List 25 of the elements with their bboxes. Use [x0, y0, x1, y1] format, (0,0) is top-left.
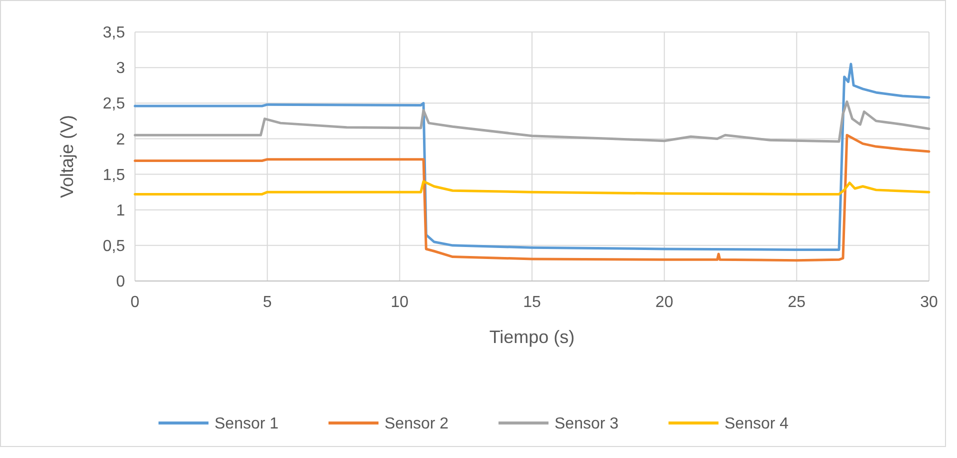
y-tick-label: 0 [116, 274, 126, 291]
line-series [134, 100, 930, 143]
x-tick-label: 30 [920, 294, 938, 311]
y-tick-label: 3,5 [102, 24, 126, 42]
x-tick-label: 10 [390, 294, 409, 311]
y-tick-label: 1,5 [102, 166, 126, 184]
x-axis-title: Tiempo (s) [489, 327, 575, 347]
x-tick-label: 25 [788, 294, 806, 311]
y-tick-label: 2,5 [102, 96, 126, 113]
y-tick-label: 2 [116, 131, 126, 148]
x-tick-label: 15 [523, 294, 541, 311]
legend-label: Sensor 3 [554, 416, 619, 433]
y-tick-label: 1 [116, 202, 126, 220]
y-tick-label: 3 [116, 60, 126, 78]
legend-label: Sensor 1 [214, 416, 279, 433]
x-tick-label: 5 [262, 294, 272, 311]
y-axis-title: Voltaje (V) [57, 114, 77, 198]
x-tick-label: 20 [655, 294, 674, 311]
legend-label: Sensor 2 [384, 416, 449, 433]
line-series [134, 62, 930, 251]
line-series [134, 180, 930, 196]
y-tick-label: 0,5 [102, 238, 126, 256]
line-series [134, 134, 930, 262]
x-tick-label: 0 [130, 294, 140, 311]
legend-label: Sensor 4 [724, 416, 789, 433]
